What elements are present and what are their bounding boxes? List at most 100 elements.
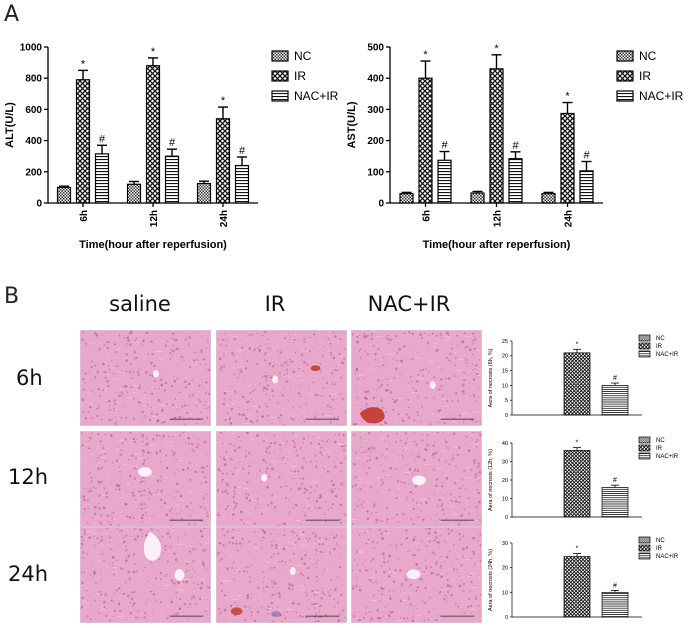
alt-bar-nac-ir-24h (234, 164, 250, 204)
alt-legend-swatch-nac-ir (271, 90, 289, 102)
necrosis-24h-bar-ir (563, 556, 591, 618)
necrosis-6h-legend-swatch-nac-ir (638, 350, 651, 358)
necrosis-6h-y-tick-label: 5 (505, 398, 508, 404)
necrosis-24h-y-tick-label: 20 (502, 566, 508, 572)
necrosis-12h-legend-swatch-nc (638, 436, 651, 444)
necrosis-24h-legend-label-nc: NC (656, 538, 665, 544)
micrograph-saline-12h (80, 431, 211, 527)
ast-y-tick-label: 400 (367, 74, 384, 85)
row-header-6h: 6h (16, 366, 43, 390)
necrosis-12h-bar-nac-ir (601, 487, 629, 518)
ast-y-axis-label: AST(U/L) (346, 101, 358, 148)
row-header-12h: 12h (8, 465, 49, 489)
necrosis-12h-y-tick-label: 30 (502, 459, 508, 465)
necrosis-24h-y-axis-label: Aera of necrosis (24h, %) (488, 549, 494, 611)
ast-x-tick-label-12h: 12h (493, 210, 504, 227)
necrosis-24h-y-tick-label: 0 (505, 615, 508, 621)
ast-significance-marker: * (565, 91, 570, 103)
ast-legend-swatch-nac-ir (616, 90, 634, 102)
micrograph-saline-6h (80, 330, 211, 426)
necrosis-24h-y-tick-label: 30 (502, 541, 508, 547)
alt-legend-label-ir: IR (294, 69, 306, 83)
alt-x-tick-label-24h: 24h (219, 210, 230, 227)
ast-bar-nc-24h (541, 193, 556, 204)
alt-bar-chart: 0 200 400 600 800 1000 ALT(U/L) * #6h * #12h * #24h T… (4, 43, 339, 252)
ast-x-tick-label-6h: 6h (422, 210, 433, 222)
alt-y-tick-label: 800 (25, 74, 42, 85)
ast-x-tick-label-24h: 24h (564, 210, 575, 227)
alt-y-tick-label: 600 (25, 105, 42, 116)
necrosis-12h-legend-swatch-nac-ir (638, 452, 651, 460)
necrosis-6h-legend-label-nc: NC (656, 336, 665, 342)
necrosis-6h-y-tick-label: 10 (502, 383, 508, 389)
ast-legend-label-ir: IR (639, 69, 651, 83)
micrograph-ir-12h (216, 431, 347, 527)
necrosis-24h-legend-label-ir: IR (656, 546, 663, 552)
ast-legend-swatch-ir (616, 70, 634, 82)
ast-significance-marker: # (441, 140, 448, 152)
necrosis-6h-bar-ir (563, 352, 591, 416)
ast-y-tick-label: 300 (367, 105, 384, 116)
necrosis-12h-legend-swatch-ir (638, 444, 651, 452)
necrosis-24h-significance-marker: * (576, 546, 579, 553)
micrograph-nac-ir-12h (351, 431, 482, 527)
ast-significance-marker: * (423, 49, 428, 61)
necrosis-12h-bar-ir (563, 450, 591, 518)
necrosis-24h-legend-swatch-nac-ir (638, 552, 651, 560)
necrosis-24h-legend-label-nac-ir: NAC+IR (656, 554, 679, 560)
micrograph-nac-ir-24h (351, 527, 482, 623)
necrosis-6h-legend-swatch-nc (638, 334, 651, 342)
ast-significance-marker: # (512, 140, 519, 152)
necrosis-12h-legend-label-ir: IR (656, 446, 663, 452)
ast-legend-label-nc: NC (639, 49, 657, 63)
alt-bar-nc-12h (126, 183, 142, 204)
necrosis-6h-bar-chart: 0 5 10 15 20 25 Aera of necrosis (6h, %) * # NC IR… (488, 334, 679, 419)
alt-significance-marker: # (99, 133, 106, 145)
micrograph-nac-ir-6h (351, 330, 482, 426)
necrosis-12h-legend-label-nac-ir: NAC+IR (656, 454, 679, 460)
alt-y-tick-label: 0 (36, 199, 42, 210)
alt-bar-nac-ir-12h (164, 155, 180, 204)
necrosis-12h-significance-marker: # (613, 477, 617, 484)
ast-y-tick-label: 100 (367, 167, 384, 178)
ast-bar-ir-24h (560, 112, 575, 204)
necrosis-24h-legend-swatch-nc (638, 536, 651, 544)
necrosis-6h-y-tick-label: 25 (502, 339, 508, 345)
row-header-24h: 24h (8, 562, 49, 586)
necrosis-24h-legend-swatch-ir (638, 544, 651, 552)
alt-x-tick-label-6h: 6h (79, 210, 90, 222)
alt-significance-marker: * (221, 95, 226, 107)
ast-bar-nc-12h (470, 192, 485, 204)
necrosis-24h-significance-marker: # (613, 582, 617, 589)
column-header-nac-ir: NAC+IR (367, 292, 451, 316)
alt-y-axis-label: ALT(U/L) (4, 102, 16, 148)
alt-legend-swatch-nc (271, 50, 289, 62)
ast-y-tick-label: 0 (378, 199, 384, 210)
necrosis-6h-y-tick-label: 20 (502, 354, 508, 360)
ast-bar-nac-ir-6h (437, 159, 452, 204)
necrosis-12h-significance-marker: * (576, 440, 579, 447)
necrosis-24h-y-tick-label: 10 (502, 590, 508, 596)
alt-significance-marker: # (169, 137, 176, 149)
ast-bar-ir-6h (418, 77, 433, 204)
necrosis-24h-bar-chart: 0 10 20 30 Aera of necrosis (24h, %) * # NC IR NA… (488, 536, 679, 621)
necrosis-12h-y-tick-label: 10 (502, 496, 508, 502)
column-header-ir: IR (264, 292, 286, 316)
necrosis-12h-y-tick-label: 20 (502, 478, 508, 484)
ast-significance-marker: # (583, 150, 590, 162)
necrosis-12h-y-tick-label: 0 (505, 515, 508, 521)
necrosis-6h-legend-label-nac-ir: NAC+IR (656, 352, 679, 358)
necrosis-24h-bar-nac-ir (601, 591, 629, 618)
panel-label-b: B (4, 284, 20, 309)
necrosis-12h-y-axis-label: Aera of necrosis (12h, %) (488, 449, 494, 511)
micrograph-ir-6h (216, 330, 347, 426)
necrosis-6h-bar-nac-ir (601, 385, 629, 416)
necrosis-12h-y-tick-label: 40 (502, 441, 508, 447)
necrosis-6h-y-axis-label: Aera of necrosis (6h, %) (488, 348, 494, 407)
column-header-saline: saline (109, 292, 171, 316)
ast-bar-nac-ir-24h (579, 170, 594, 204)
alt-bar-nc-6h (56, 186, 72, 204)
alt-y-tick-label: 1000 (20, 43, 43, 54)
alt-y-tick-label: 400 (25, 136, 42, 147)
ast-y-tick-label: 200 (367, 136, 384, 147)
